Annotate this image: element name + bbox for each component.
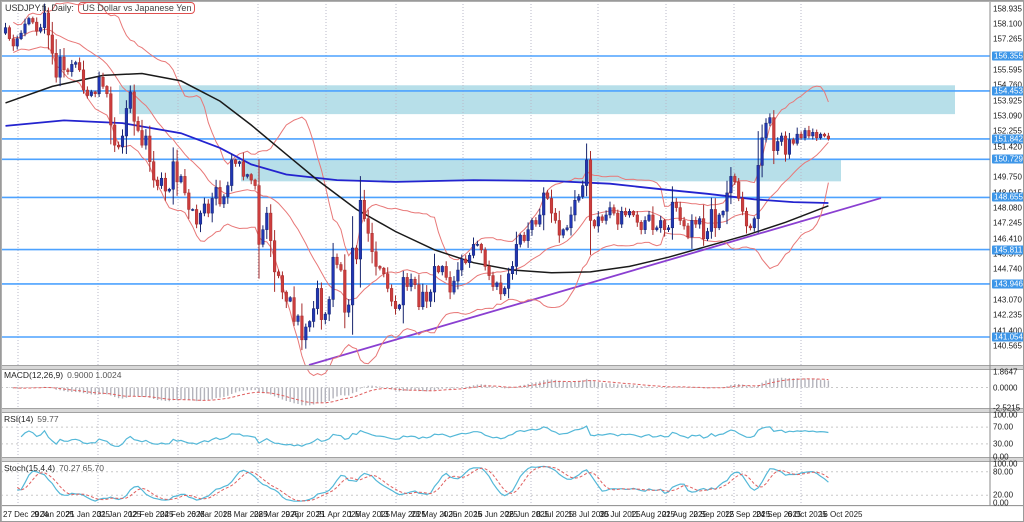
date-axis-label: 24 Sep 2025	[756, 510, 802, 519]
price-level-label: 141.054	[992, 332, 1023, 342]
moving-averages	[5, 72, 829, 274]
date-axis-label: 16 Oct 2025	[818, 510, 863, 519]
rsi-axis-label: 0.00	[993, 452, 1009, 461]
stoch-axis-label: 0.00	[993, 498, 1009, 508]
macd-axis-label: 0.0000	[993, 383, 1018, 392]
panel-splitter[interactable]	[1, 365, 1024, 370]
macd-indicator-name: MACD(12,26,9)	[4, 370, 64, 380]
chart-title: USDJPY.fi, Daily: US Dollar vs Japanese …	[5, 2, 196, 14]
date-axis-label: 18 Mar 2025	[222, 510, 268, 519]
rsi-panel	[1, 425, 990, 448]
macd-axis-label: -2.5215	[993, 403, 1021, 413]
price-tick-label: 158.935	[993, 4, 1022, 14]
price-tick-label: 154.760	[993, 80, 1022, 90]
date-axis-label: 6 Mar 2025	[191, 510, 232, 519]
stoch-indicator-values: 70.27 65.70	[59, 462, 104, 473]
price-tick-label: 151.420	[993, 142, 1022, 152]
date-axis-label: 24 Feb 2025	[159, 510, 205, 519]
date-axis-label: 16 Jun 2025	[473, 510, 518, 519]
price-level-label: 145.811	[992, 245, 1023, 255]
macd-axis-label: 1.8647	[993, 367, 1018, 377]
date-axis-label: 30 Jul 2025	[599, 510, 641, 519]
price-level-label: 148.655	[992, 192, 1023, 202]
panel-splitter[interactable]	[1, 408, 1024, 413]
stochastic-panel	[1, 465, 990, 502]
panel-splitter[interactable]	[1, 457, 1024, 462]
price-tick-label: 141.400	[993, 326, 1022, 336]
date-axis-label: 26 Jun 2025	[505, 510, 550, 519]
rsi-panel-label: RSI(14) 59.77	[4, 414, 59, 424]
date-axis-label: 23 May 2025	[410, 510, 458, 519]
date-axis-label: 11 Aug 2025	[630, 510, 675, 519]
chart-symbol-period: USDJPY.fi, Daily:	[5, 3, 74, 13]
date-axis-label: 2 Sep 2025	[693, 510, 735, 519]
date-axis-label: 9 Apr 2025	[285, 510, 325, 519]
price-tick-label: 144.740	[993, 264, 1022, 274]
rsi-axis-label: 30.00	[993, 439, 1014, 449]
price-tick-label: 153.925	[993, 96, 1022, 106]
stoch-panel-label: Stoch(15,4,4) 70.27 65.70	[4, 463, 104, 473]
stoch-axis-label: 100.00	[993, 459, 1018, 469]
rsi-axis-label: 70.00	[993, 422, 1014, 432]
price-tick-label: 152.255	[993, 126, 1022, 136]
stoch-axis-label: 20.00	[993, 490, 1014, 500]
date-axis-label: 9 Jan 2025	[34, 510, 74, 519]
macd-indicator-values: 0.9000 1.0024	[67, 370, 122, 380]
date-axis-label: 8 Jul 2025	[536, 510, 574, 519]
ascending-trendline[interactable]	[308, 197, 882, 366]
price-tick-label: 140.565	[993, 341, 1022, 351]
price-tick-label: 158.100	[993, 19, 1022, 29]
date-axis-label: 13 May 2025	[379, 510, 426, 519]
date-axis-label: 31 Jan 2025	[97, 510, 142, 519]
date-axis-label: 6 Oct 2025	[787, 510, 827, 519]
date-axis-label: 27 Dec 2024	[3, 510, 49, 519]
date-axis-label: 21 Aug 2025	[661, 510, 707, 519]
bollinger-bands	[13, 1, 829, 377]
date-axis-label: 18 Jul 2025	[567, 510, 610, 519]
price-tick-label: 149.750	[993, 172, 1022, 182]
date-axis-label: 12 Sep 2025	[724, 510, 771, 519]
date-axis-label: 28 Mar 2025	[254, 510, 299, 519]
price-tick-label: 155.595	[993, 65, 1022, 75]
price-tick-label: 142.235	[993, 310, 1022, 320]
price-tick-label: 146.410	[993, 234, 1022, 244]
date-axis-label: 1 May 2025	[348, 510, 390, 519]
rsi-indicator-name: RSI(14)	[4, 413, 34, 424]
price-tick-label: 143.070	[993, 295, 1022, 305]
panel-splitters[interactable]	[1, 365, 1024, 462]
price-level-label: 143.946	[992, 279, 1023, 289]
price-tick-label: 148.915	[993, 188, 1022, 197]
date-axis-label: 21 Jan 2025	[65, 510, 110, 519]
price-level-label: 150.729	[992, 154, 1023, 164]
price-tick-label: 153.090	[993, 111, 1022, 121]
date-axis-label: 21 Apr 2025	[316, 510, 360, 519]
price-tick-label: 157.265	[993, 34, 1022, 44]
candlestick-series	[3, 3, 830, 351]
price-tick-label: 148.080	[993, 203, 1022, 213]
price-level-label: 156.355	[992, 51, 1023, 61]
price-level-label: 154.453	[992, 86, 1023, 96]
price-tick-label: 147.245	[993, 218, 1022, 228]
date-axis-label: 12 Feb 2025	[128, 510, 174, 519]
rsi-indicator-values: 59.77	[37, 413, 59, 424]
date-axis-label: 4 Jun 2025	[442, 510, 482, 519]
stoch-indicator-name: Stoch(15,4,4)	[4, 462, 56, 473]
stoch-axis-label: 80.00	[993, 467, 1014, 477]
chart-description-annotated: US Dollar vs Japanese Yen	[78, 2, 196, 14]
macd-panel	[1, 377, 990, 406]
macd-panel-label: MACD(12,26,9) 0.9000 1.0024	[4, 370, 121, 380]
price-level-label: 151.842	[992, 134, 1023, 144]
period-separators-grid	[17, 1, 802, 505]
rsi-axis-label: 100.00	[993, 410, 1018, 419]
